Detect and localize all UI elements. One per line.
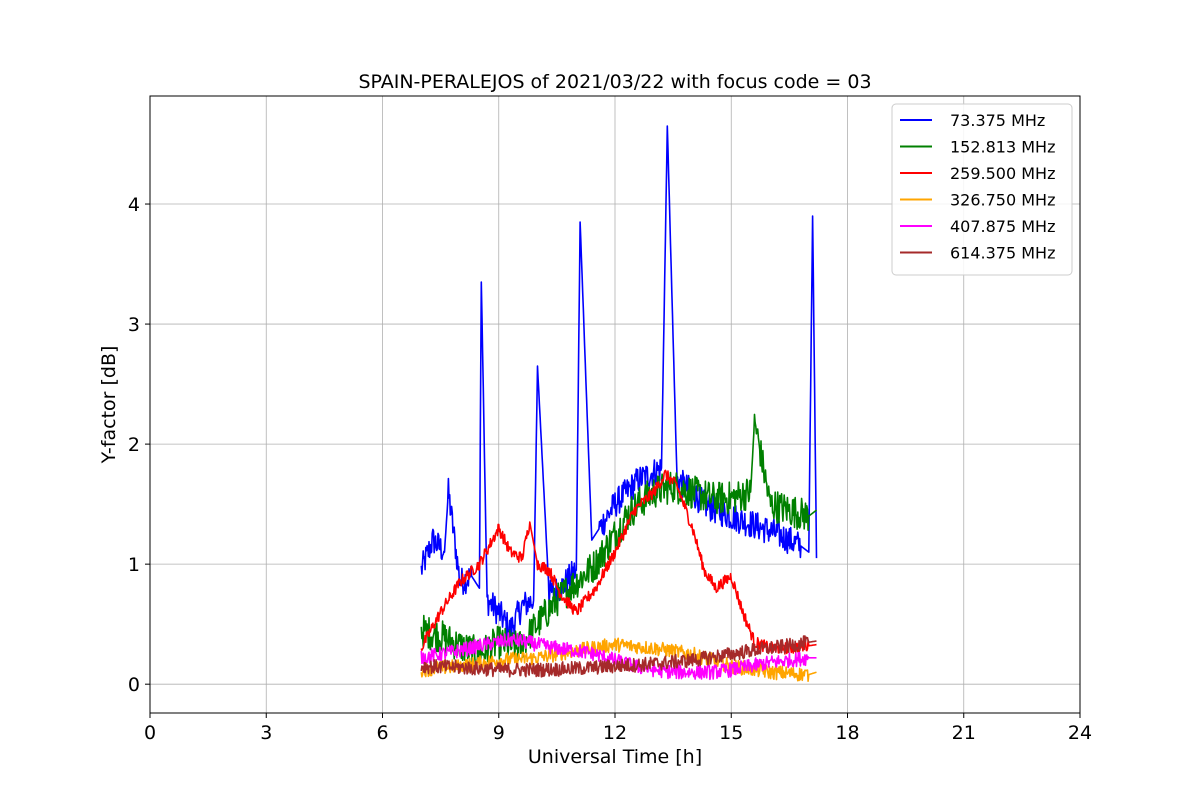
y-tick-label: 0 (128, 674, 140, 696)
y-axis-label: Y-factor [dB] (98, 346, 120, 465)
y-axis-ticks: 0 1 2 3 4 (128, 194, 150, 696)
x-axis-label: Universal Time [h] (528, 746, 702, 768)
x-tick-label: 9 (493, 722, 505, 744)
legend-box (891, 103, 1073, 276)
series-layer (420, 125, 818, 683)
y-tick-label: 3 (128, 314, 140, 336)
x-tick-label: 6 (376, 722, 388, 744)
x-tick-label: 12 (603, 722, 627, 744)
series-line (420, 125, 818, 639)
y-tick-label: 4 (128, 194, 140, 216)
legend-label: 407.875 MHz (950, 217, 1055, 236)
legend-label: 73.375 MHz (950, 111, 1045, 130)
series-line (420, 635, 817, 678)
x-axis-ticks: 0 3 6 9 12 15 18 21 24 (144, 713, 1092, 744)
x-tick-label: 0 (144, 722, 156, 744)
x-tick-label: 24 (1068, 722, 1092, 744)
series-line (420, 632, 817, 681)
x-tick-label: 15 (719, 722, 743, 744)
chart-title: SPAIN-PERALEJOS of 2021/03/22 with focus… (358, 71, 871, 93)
x-tick-label: 3 (260, 722, 272, 744)
legend-label: 614.375 MHz (950, 244, 1055, 263)
x-tick-label: 18 (835, 722, 859, 744)
legend: 73.375 MHz 152.813 MHz 259.500 MHz 326.750 … (891, 103, 1073, 276)
grid (149, 96, 1081, 713)
legend-label: 152.813 MHz (950, 138, 1055, 157)
series-line (420, 413, 818, 669)
x-tick-label: 21 (952, 722, 976, 744)
legend-label: 326.750 MHz (950, 191, 1055, 210)
y-tick-label: 2 (128, 434, 140, 456)
y-tick-label: 1 (128, 554, 140, 576)
legend-label: 259.500 MHz (950, 164, 1055, 183)
series-line (420, 469, 817, 655)
